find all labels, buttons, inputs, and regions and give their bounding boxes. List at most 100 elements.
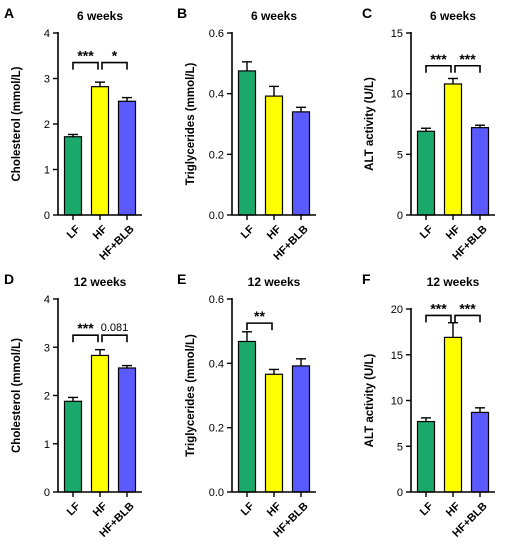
y-axis-label: Triglycerides (mmol/L) — [185, 334, 197, 457]
x-tick-label: HF — [444, 500, 463, 519]
y-tick-label: 0.6 — [209, 294, 224, 306]
bar-hf — [90, 86, 110, 216]
x-tick-label: HF — [444, 223, 463, 242]
significance-bracket — [72, 61, 99, 70]
x-tick-label: LF — [65, 223, 83, 241]
significance-label: *** — [459, 51, 476, 67]
y-tick-label: 15 — [391, 350, 403, 362]
significance-bracket — [425, 314, 452, 323]
bar-lf — [63, 400, 83, 493]
significance-label: *** — [459, 300, 476, 316]
panel-title: 6 weeks — [77, 9, 123, 23]
significance-label: *** — [77, 320, 94, 336]
x-tick-label: HF — [91, 223, 110, 242]
panel-letter: C — [362, 5, 372, 21]
x-tick-label: LF — [418, 500, 436, 518]
bar-hf-blb — [291, 365, 311, 493]
y-axis-label: Cholesterol (mmol/L) — [11, 338, 23, 453]
panel-title: 6 weeks — [251, 9, 297, 23]
significance-bracket — [454, 64, 481, 73]
bar-hf — [443, 336, 463, 493]
significance-label: * — [112, 48, 118, 64]
y-tick-label: 15 — [391, 28, 403, 40]
panel-letter: A — [4, 5, 14, 21]
significance-bracket — [101, 61, 128, 70]
bar-hf — [443, 83, 463, 216]
significance-bracket — [246, 322, 273, 331]
y-tick-label: 0.4 — [209, 89, 224, 101]
y-tick-label: 10 — [391, 396, 403, 408]
y-tick-label: 4 — [44, 294, 50, 306]
bar-hf — [90, 354, 110, 493]
significance-bracket — [101, 334, 128, 343]
panel-letter: F — [362, 271, 371, 287]
x-tick-label: HF — [91, 500, 110, 519]
y-tick-label: 2 — [44, 119, 50, 131]
chart-panel-e: E 12 weeks Triglycerides (mmol/L) 0.0 0.2 0.4… — [177, 271, 316, 540]
y-tick-label: 10 — [391, 89, 403, 101]
bar-lf — [63, 136, 83, 216]
x-tick-label: LF — [239, 500, 257, 518]
y-axis-label: Triglycerides (mmol/L) — [185, 62, 197, 185]
x-tick-label: HF — [265, 223, 284, 242]
bar-lf — [416, 420, 436, 493]
bar-hf — [264, 373, 284, 493]
significance-label: *** — [77, 48, 94, 64]
y-tick-label: 5 — [397, 441, 403, 453]
significance-label: *** — [430, 300, 447, 316]
bar-lf — [416, 130, 436, 216]
bar-hf-blb — [291, 111, 311, 216]
significance-label: ** — [254, 308, 265, 324]
y-tick-label: 1 — [44, 165, 50, 177]
y-tick-label: 0.0 — [209, 210, 224, 222]
significance-bracket — [454, 314, 481, 323]
x-tick-label: LF — [65, 500, 83, 518]
chart-panel-b: B 6 weeks Triglycerides (mmol/L) 0.0 0.2 0.4 0… — [177, 5, 316, 263]
panel-letter: B — [177, 5, 187, 21]
bar-hf-blb — [470, 411, 490, 493]
x-tick-label: LF — [239, 223, 257, 241]
y-axis-label: ALT activity (U/L) — [364, 77, 376, 171]
y-tick-label: 2 — [44, 391, 50, 403]
y-tick-label: 3 — [44, 342, 50, 354]
y-tick-label: 0.2 — [209, 423, 224, 435]
significance-bracket — [425, 64, 452, 73]
y-tick-label: 0.0 — [209, 487, 224, 499]
panel-title: 12 weeks — [427, 275, 480, 289]
y-tick-label: 0.6 — [209, 28, 224, 40]
panel-title: 6 weeks — [430, 9, 476, 23]
significance-label: *** — [430, 51, 447, 67]
y-tick-label: 0 — [397, 210, 403, 222]
y-tick-label: 0 — [397, 487, 403, 499]
x-tick-label: HF — [265, 500, 284, 519]
panel-title: 12 weeks — [74, 275, 127, 289]
y-tick-label: 0.2 — [209, 149, 224, 161]
significance-bracket — [72, 334, 99, 343]
bar-lf — [237, 340, 257, 493]
bar-hf-blb — [117, 367, 137, 493]
y-tick-label: 5 — [397, 149, 403, 161]
y-tick-label: 0 — [44, 487, 50, 499]
y-tick-label: 3 — [44, 74, 50, 86]
y-tick-label: 20 — [391, 304, 403, 316]
bar-hf-blb — [117, 100, 137, 216]
bar-lf — [237, 70, 257, 216]
y-tick-label: 4 — [44, 28, 50, 40]
y-tick-label: 0 — [44, 210, 50, 222]
panel-title: 12 weeks — [248, 275, 301, 289]
y-tick-label: 1 — [44, 439, 50, 451]
y-axis-label: ALT activity (U/L) — [364, 353, 376, 447]
significance-label: 0.081 — [101, 322, 129, 334]
bar-hf-blb — [470, 127, 490, 216]
bar-hf — [264, 95, 284, 216]
x-tick-label: LF — [418, 223, 436, 241]
panel-letter: E — [177, 271, 186, 287]
panel-letter: D — [4, 271, 14, 287]
y-axis-label: Cholesterol (mmol/L) — [11, 66, 23, 181]
